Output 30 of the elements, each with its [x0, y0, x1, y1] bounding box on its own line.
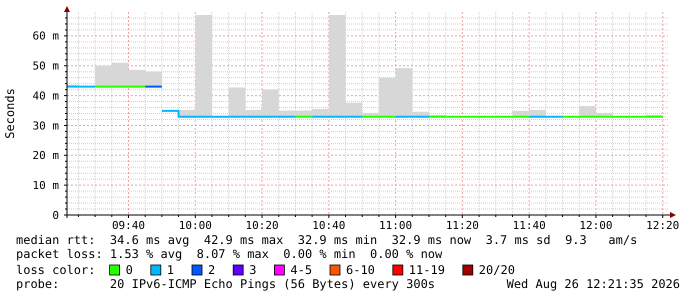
- y-tick-label: 30 m: [32, 119, 60, 132]
- legend-label: 4-5: [290, 263, 312, 277]
- text: probe: 20 IPv6-ICMP Echo Pings (56 Bytes) every 300s: [16, 277, 436, 291]
- text: packet loss: 1.53 % avg 8.07 % max 0.00 % min 0.00 % now: [16, 247, 444, 261]
- legend-title: loss color:: [16, 263, 96, 277]
- x-tick-label: 09:40: [112, 219, 146, 232]
- x-tick-label: 11:00: [379, 219, 412, 232]
- y-tick-label: 10 m: [32, 178, 60, 192]
- x-tick-label: 11:40: [512, 219, 546, 232]
- x-tick-label: 10:00: [178, 219, 212, 232]
- x-tick-label: 12:00: [579, 219, 613, 232]
- x-tick-label: 10:40: [312, 219, 346, 232]
- y-axis-title: Seconds: [3, 88, 17, 139]
- x-tick-label: 12:20: [646, 219, 680, 232]
- legend-label: 0: [126, 263, 133, 277]
- legend-label: 2: [208, 263, 216, 277]
- legend-label: 1: [166, 263, 174, 277]
- legend-label: 3: [249, 263, 256, 277]
- x-tick-label: 10:20: [245, 219, 279, 232]
- x-tick-label: 11:20: [446, 219, 479, 232]
- y-tick-label: 60 m: [32, 30, 60, 43]
- y-tick-label: 40 m: [32, 89, 60, 102]
- y-tick-label: 50 m: [32, 60, 60, 73]
- y-tick-label: 20 m: [32, 149, 60, 162]
- text: median rtt: 34.6 ms avg 42.9 ms max 32.9 ms min 32.9 ms now 3.7 ms sd 9.3 am/s: [16, 233, 638, 247]
- legend-label: 20/20: [478, 263, 515, 277]
- legend-label: 6-10: [346, 263, 375, 277]
- text: Wed Aug 26 12:21:35 2026: [506, 277, 680, 291]
- y-tick-label: 0: [52, 208, 59, 222]
- legend-label: 11-19: [408, 263, 445, 277]
